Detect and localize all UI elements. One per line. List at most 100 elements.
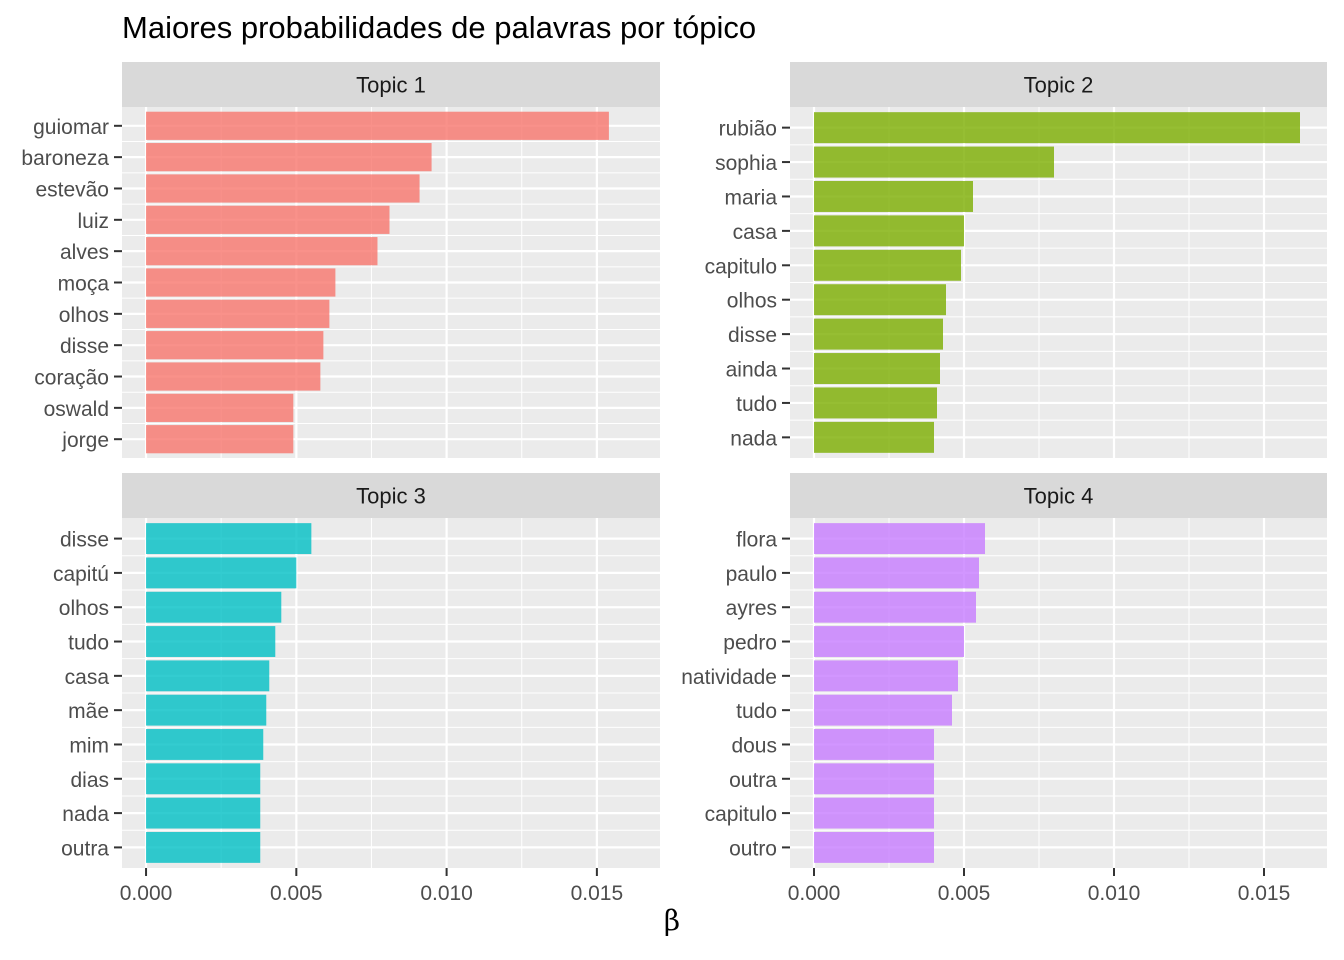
bar <box>814 797 934 829</box>
bar <box>146 626 276 657</box>
y-tick-label: disse <box>60 529 109 552</box>
y-tick-label: rubião <box>719 118 777 141</box>
y-tick-label: paulo <box>726 563 777 586</box>
y-tick-label: coração <box>34 367 109 390</box>
y-tick-label: maria <box>724 186 777 209</box>
bar <box>146 111 609 140</box>
facet-strip <box>790 62 1327 107</box>
bar <box>814 387 937 419</box>
y-tick-label: natividade <box>681 666 777 689</box>
y-tick-label: casa <box>733 221 778 244</box>
bar <box>814 660 958 692</box>
x-tick-label: 0.015 <box>1238 882 1291 905</box>
bar <box>814 215 964 247</box>
bar <box>146 299 330 328</box>
y-tick-label: flora <box>736 529 777 552</box>
y-tick-label: capitulo <box>705 255 777 278</box>
bar <box>814 146 1054 178</box>
bar <box>814 284 946 316</box>
x-tick-label: 0.010 <box>1088 882 1141 905</box>
bar <box>146 797 261 829</box>
y-tick-label: disse <box>728 324 777 347</box>
y-tick-label: pedro <box>723 632 777 655</box>
y-tick-label: dous <box>731 734 777 757</box>
bar <box>814 318 943 350</box>
y-tick-label: nada <box>62 803 109 826</box>
bar <box>814 591 976 623</box>
y-tick-label: sophia <box>715 152 777 175</box>
facet-strip-label: Topic 1 <box>356 73 426 98</box>
bar <box>146 268 336 297</box>
bar <box>814 626 964 657</box>
bar <box>146 660 270 692</box>
bar <box>146 362 321 391</box>
y-tick-label: capitulo <box>705 803 777 826</box>
bar <box>146 763 261 795</box>
y-tick-label: disse <box>60 335 109 358</box>
y-tick-label: ayres <box>726 597 777 620</box>
y-tick-label: tudo <box>736 393 777 416</box>
bar <box>814 523 985 555</box>
x-tick-label: 0.005 <box>938 882 991 905</box>
y-tick-label: luiz <box>77 210 109 233</box>
y-tick-label: outra <box>61 837 109 860</box>
bar <box>814 421 934 453</box>
bar <box>814 180 973 212</box>
y-tick-label: oswald <box>44 398 109 421</box>
y-tick-label: moça <box>58 273 110 296</box>
bar <box>814 831 934 863</box>
x-tick-label: 0.005 <box>270 882 323 905</box>
x-tick-label: 0.010 <box>420 882 473 905</box>
bar <box>814 249 961 281</box>
y-tick-label: ainda <box>726 359 778 382</box>
y-tick-label: olhos <box>59 597 109 620</box>
bar <box>146 174 420 203</box>
y-tick-label: olhos <box>59 304 109 327</box>
facet-strip-label: Topic 2 <box>1024 73 1094 98</box>
y-tick-label: mãe <box>68 700 109 723</box>
bar <box>146 425 294 454</box>
y-tick-label: casa <box>65 666 110 689</box>
bar <box>814 112 1300 144</box>
bar <box>814 557 979 589</box>
facet-strip <box>122 473 660 518</box>
y-tick-label: dias <box>70 769 109 792</box>
bar <box>146 143 432 172</box>
y-tick-label: tudo <box>68 632 109 655</box>
bar <box>814 729 934 760</box>
facet-strip <box>122 62 660 107</box>
bar <box>146 523 312 555</box>
y-tick-label: alves <box>60 241 109 264</box>
bar <box>814 694 952 726</box>
y-tick-label: capitú <box>53 563 109 586</box>
y-tick-label: guiomar <box>33 116 109 139</box>
bar <box>146 694 267 726</box>
facet-strip <box>790 473 1327 518</box>
bar <box>146 205 390 234</box>
bar <box>814 353 940 385</box>
y-tick-label: tudo <box>736 700 777 723</box>
x-axis-label: β <box>663 904 681 937</box>
bar <box>146 557 297 589</box>
x-tick-label: 0.000 <box>120 882 173 905</box>
facet-strip-label: Topic 4 <box>1024 484 1094 509</box>
y-tick-label: jorge <box>61 429 109 452</box>
bar <box>146 331 324 360</box>
bar <box>146 591 282 623</box>
y-tick-label: outra <box>729 769 777 792</box>
bar <box>146 729 264 760</box>
y-tick-label: estevão <box>35 178 109 201</box>
y-tick-label: baroneza <box>21 147 109 170</box>
x-tick-label: 0.015 <box>571 882 624 905</box>
y-tick-label: nada <box>730 427 777 450</box>
bar <box>146 237 378 266</box>
facet-strip-label: Topic 3 <box>356 484 426 509</box>
bar <box>146 831 261 863</box>
chart-title: Maiores probabilidades de palavras por t… <box>122 10 757 45</box>
x-tick-label: 0.000 <box>788 882 841 905</box>
y-tick-label: mim <box>69 734 109 757</box>
y-tick-label: olhos <box>727 290 777 313</box>
y-tick-label: outro <box>729 837 777 860</box>
bar <box>146 393 294 422</box>
